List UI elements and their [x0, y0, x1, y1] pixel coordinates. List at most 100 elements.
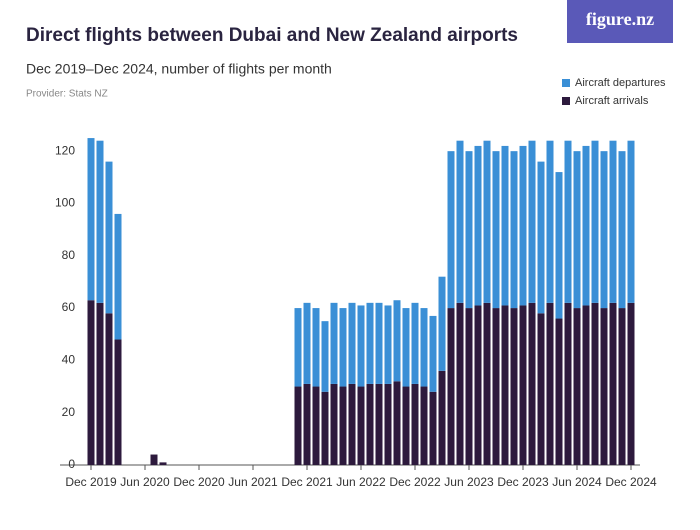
bar-segment — [375, 383, 383, 465]
y-tick-label: 0 — [68, 457, 75, 471]
bar-segment — [465, 151, 473, 309]
bar-segment — [627, 302, 635, 465]
bar-segment — [429, 315, 437, 392]
bar-segment — [492, 151, 500, 309]
bar-segment — [357, 386, 365, 465]
legend-label: Aircraft departures — [575, 77, 666, 89]
bar-segment — [105, 161, 113, 314]
bar-segment — [402, 308, 410, 387]
bar-segment — [582, 145, 590, 306]
x-tick-label: Dec 2022 — [389, 475, 441, 489]
bar-segment — [312, 308, 320, 387]
x-tick-label: Jun 2024 — [552, 475, 602, 489]
bar-segment — [375, 302, 383, 384]
bar-segment — [483, 302, 491, 465]
bar-segment — [591, 140, 599, 303]
bar-segment — [357, 305, 365, 387]
bar-segment — [96, 302, 104, 465]
bar-segment — [330, 383, 338, 465]
bar-segment — [393, 381, 401, 465]
bar-segment — [519, 305, 527, 465]
bar-segment — [474, 305, 482, 465]
bar-segment — [609, 140, 617, 303]
bar-segment — [492, 308, 500, 465]
y-tick-label: 20 — [62, 405, 76, 419]
bar-segment — [618, 308, 626, 465]
chart-subtitle: Dec 2019–Dec 2024, number of flights per… — [26, 61, 332, 77]
bar-segment — [87, 300, 95, 465]
bar-segment — [537, 161, 545, 314]
chart-title: Direct flights between Dubai and New Zea… — [26, 25, 518, 46]
bar-segment — [555, 318, 563, 465]
x-tick-label: Dec 2021 — [281, 475, 333, 489]
bar-segment — [564, 302, 572, 465]
bar-segment — [483, 140, 491, 303]
bar-segment — [429, 391, 437, 465]
bar-segment — [402, 386, 410, 465]
x-tick-label: Jun 2023 — [444, 475, 494, 489]
y-tick-label: 60 — [62, 300, 76, 314]
bar-segment — [510, 151, 518, 309]
bar-segment — [348, 302, 356, 384]
bar-segment — [105, 313, 113, 465]
bar-segment — [591, 302, 599, 465]
bar-segment — [438, 370, 446, 465]
legend-swatch — [562, 79, 570, 87]
bar-segment — [114, 339, 122, 465]
bar-segment — [618, 151, 626, 309]
x-tick-label: Jun 2021 — [228, 475, 278, 489]
brand: figure.nz — [586, 9, 654, 29]
bar-segment — [456, 302, 464, 465]
bar-segment — [501, 145, 509, 306]
legend-label: Aircraft arrivals — [575, 95, 649, 107]
y-tick-label: 40 — [62, 353, 76, 367]
bar-segment — [573, 308, 581, 465]
bar-segment — [438, 276, 446, 371]
bar-segment — [366, 302, 374, 384]
bar-segment — [456, 140, 464, 303]
bar-segment — [303, 302, 311, 384]
bar-segment — [510, 308, 518, 465]
bar-segment — [321, 391, 329, 465]
bar-segment — [96, 140, 104, 303]
x-tick-label: Dec 2019 — [65, 475, 117, 489]
source: Provider: Stats NZ — [26, 89, 108, 100]
bar-segment — [537, 313, 545, 465]
bar-segment — [393, 300, 401, 382]
bar-segment — [384, 383, 392, 465]
bar-segment — [600, 151, 608, 309]
bar-segment — [582, 305, 590, 465]
bar-segment — [294, 386, 302, 465]
bar-segment — [627, 140, 635, 303]
bar-segment — [366, 383, 374, 465]
bar-segment — [528, 140, 536, 303]
bar-segment — [294, 308, 302, 387]
x-tick-label: Jun 2020 — [120, 475, 170, 489]
y-tick-label: 100 — [55, 196, 75, 210]
bar-segment — [474, 145, 482, 306]
bar-segment — [546, 140, 554, 303]
bar-segment — [87, 138, 95, 301]
x-tick-label: Jun 2022 — [336, 475, 386, 489]
bar-segment — [519, 145, 527, 306]
bar-segment — [555, 172, 563, 319]
y-tick-label: 80 — [62, 248, 76, 262]
bar-segment — [321, 321, 329, 392]
bar-segment — [384, 305, 392, 384]
x-tick-label: Dec 2024 — [605, 475, 657, 489]
bar-segment — [303, 383, 311, 465]
bar-segment — [564, 140, 572, 303]
x-tick-label: Dec 2023 — [497, 475, 549, 489]
x-tick-label: Dec 2020 — [173, 475, 225, 489]
bar-segment — [465, 308, 473, 465]
brand-box — [567, 0, 673, 43]
bar-segment — [501, 305, 509, 465]
bar-segment — [339, 386, 347, 465]
y-tick-label: 120 — [55, 143, 75, 157]
bar-segment — [447, 151, 455, 309]
bar-segment — [573, 151, 581, 309]
bar-segment — [150, 454, 158, 465]
bar-segment — [600, 308, 608, 465]
legend-swatch — [562, 97, 570, 105]
